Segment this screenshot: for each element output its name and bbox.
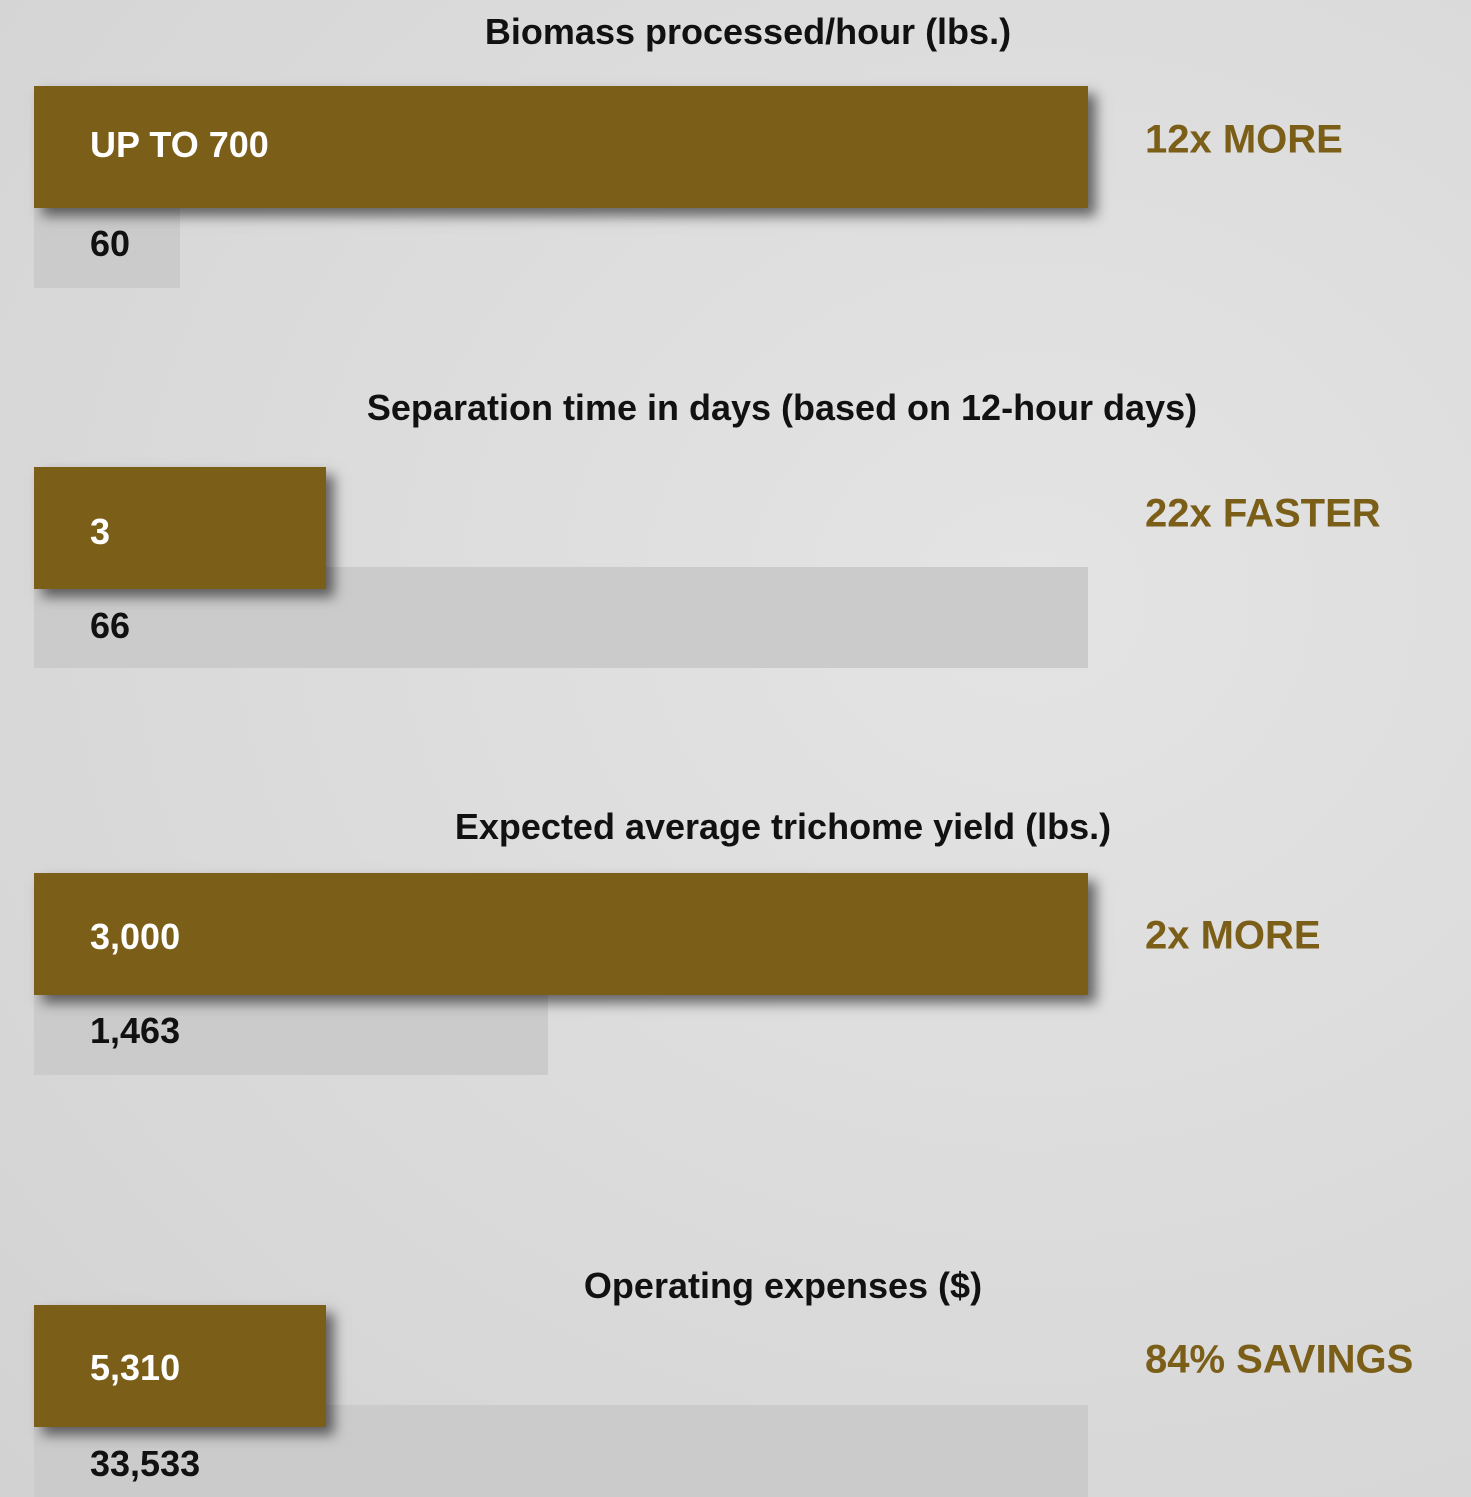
panel-title: Expected average trichome yield (lbs.): [454, 806, 1112, 847]
secondary-label: 60: [90, 223, 131, 264]
primary-bar: [34, 86, 1088, 208]
comparison: 84% SAVINGS: [1145, 1337, 1414, 1382]
secondary-bar: [34, 200, 180, 288]
panel-title: Biomass processed/hour (lbs.): [484, 11, 1012, 52]
primary-bar: [34, 467, 326, 589]
secondary-bar: [34, 987, 548, 1075]
primary-label: UP TO 700: [90, 124, 269, 165]
primary-bar: [34, 1305, 326, 1427]
secondary-label: 1,463: [90, 1010, 181, 1051]
comparison: 12x MORE: [1145, 117, 1343, 162]
comparison: 22x FASTER: [1145, 491, 1381, 536]
primary-label: 3: [90, 511, 111, 552]
primary-bar: [34, 873, 1088, 995]
secondary-label: 66: [90, 605, 131, 646]
panel-title: Operating expenses ($): [583, 1265, 983, 1306]
comparison: 2x MORE: [1145, 913, 1321, 958]
secondary-label: 33,533: [90, 1443, 201, 1484]
panel-title: Separation time in days (based on 12-hou…: [366, 387, 1198, 428]
primary-label: 3,000: [90, 916, 181, 957]
primary-label: 5,310: [90, 1347, 181, 1388]
